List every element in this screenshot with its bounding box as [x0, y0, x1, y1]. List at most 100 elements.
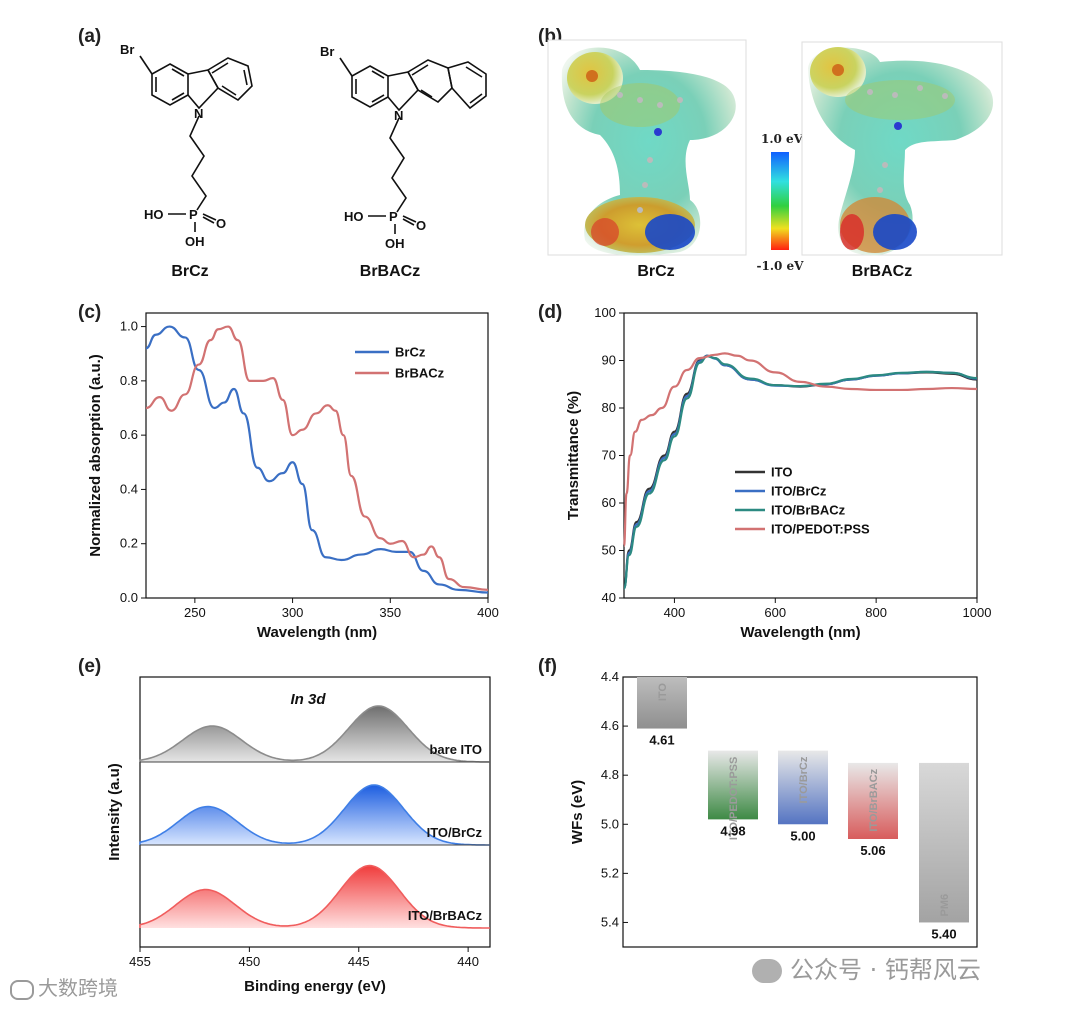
- mol-b-br: Br: [320, 44, 334, 59]
- wechat-icon: [752, 959, 782, 983]
- y-tick-label: 40: [602, 590, 616, 605]
- plot-frame: [623, 312, 978, 599]
- x-axis-label: Wavelength (nm): [740, 624, 860, 641]
- mol-a-name: BrCz: [171, 263, 208, 280]
- x-tick-label: 600: [764, 605, 786, 620]
- watermark-left-text: 大数跨境: [38, 976, 118, 1000]
- x-tick-label: 440: [457, 954, 479, 969]
- esp-caption-brbacz: BrBACz: [852, 263, 912, 280]
- x-tick-label: 1000: [963, 605, 992, 620]
- wf-bar-ito-pedot-pss: [708, 750, 758, 820]
- series-line-brbacz: [145, 325, 489, 591]
- chart-annotation: In 3d: [290, 691, 326, 708]
- mol-a-oh: OH: [185, 234, 205, 249]
- y-tick-label: 5.2: [601, 865, 619, 880]
- y-tick-label: 50: [602, 543, 616, 558]
- mol-b-p: P: [389, 209, 398, 224]
- y-tick-label: 0.8: [120, 373, 138, 388]
- legend-label: BrCz: [395, 345, 426, 360]
- mol-b-o: O: [416, 218, 426, 233]
- wf-bar-category-label: ITO/BrBACz: [868, 768, 880, 831]
- esp-colorbar: [771, 152, 789, 250]
- panel-label-e: (e): [78, 656, 101, 677]
- spectrum-line-bare-ito: [139, 705, 491, 763]
- series-line-ito: [622, 354, 978, 590]
- panel-label-c: (c): [78, 302, 101, 323]
- plot-frame: [139, 676, 491, 948]
- x-tick-label: 400: [477, 605, 499, 620]
- colorbar-min-label: -1.0 eV: [757, 259, 805, 273]
- mol-a-p: P: [189, 207, 198, 222]
- y-tick-label: 70: [602, 448, 616, 463]
- mol-b-n: N: [394, 108, 403, 123]
- plot-frame: [622, 676, 978, 948]
- wf-bar-pm6: [919, 762, 969, 923]
- esp-map-brcz: [547, 39, 747, 256]
- colorbar-max-label: 1.0 eV: [761, 132, 804, 146]
- mol-b-name: BrBACz: [360, 263, 420, 280]
- molecule-brcz: [139, 55, 253, 232]
- trace-label: ITO/BrCz: [427, 825, 483, 840]
- y-tick-label: 5.0: [601, 816, 619, 831]
- x-tick-label: 250: [184, 605, 206, 620]
- x-tick-label: 300: [282, 605, 304, 620]
- wf-value-label: 4.98: [720, 823, 745, 838]
- panel-label-a: (a): [78, 26, 101, 47]
- esp-caption-brcz: BrCz: [637, 263, 674, 280]
- spectrum-line-ito-brbacz: [139, 864, 490, 929]
- chart-d: 400 600 800 1000 40 50 60 70 80 90 100 Wavelength (…: [565, 305, 991, 641]
- series-line-ito-pedot-pss: [622, 352, 978, 547]
- legend-label: ITO: [771, 465, 792, 480]
- legend-label: ITO/BrBACz: [771, 503, 846, 518]
- watermark-left-icon: [10, 979, 34, 1000]
- chart-f: 4.4 4.6 4.8 5.0 5.2 5.4 WFs (eV) ITO 4.61 ITO/PED…: [569, 669, 978, 948]
- wf-value-label: 5.40: [931, 926, 956, 941]
- y-tick-label: 0.4: [120, 481, 138, 496]
- y-tick-label: 80: [602, 400, 616, 415]
- series-line-ito-brcz: [622, 354, 978, 590]
- mol-b-oh: OH: [385, 236, 405, 251]
- y-tick-label: 90: [602, 353, 616, 368]
- wf-value-label: 4.61: [649, 733, 674, 748]
- x-axis-label: Wavelength (nm): [257, 624, 377, 641]
- watermark-right: 公众号 · 钙帮风云: [752, 950, 981, 985]
- wf-bar-category-label: ITO/BrCz: [798, 756, 810, 803]
- x-tick-label: 400: [664, 605, 686, 620]
- trace-label: bare ITO: [429, 742, 482, 757]
- series-line-ito-brbacz: [622, 355, 978, 590]
- wf-bar-ito: [637, 677, 687, 729]
- molecule-brbacz: [339, 57, 487, 234]
- y-tick-label: 5.4: [601, 914, 619, 929]
- y-axis-label: Transmittance (%): [565, 391, 582, 520]
- spectrum-line-ito-brcz: [139, 784, 490, 846]
- panel-label-f: (f): [538, 656, 557, 677]
- mol-a-n: N: [194, 106, 203, 121]
- y-tick-label: 0.2: [120, 536, 138, 551]
- watermark-right-text: 公众号 · 钙帮风云: [790, 956, 981, 984]
- plot-frame: [145, 312, 489, 599]
- spectrum-fill-1: [140, 785, 490, 845]
- x-axis-label: Binding energy (eV): [244, 978, 386, 995]
- y-axis-label: WFs (eV): [569, 780, 586, 844]
- x-tick-label: 800: [865, 605, 887, 620]
- x-tick-label: 450: [239, 954, 261, 969]
- y-tick-label: 4.8: [601, 767, 619, 782]
- y-axis-label: Normalized absorption (a.u.): [87, 354, 104, 557]
- x-tick-label: 455: [129, 954, 151, 969]
- esp-map-brbacz: [801, 41, 1003, 256]
- mol-a-o: O: [216, 216, 226, 231]
- watermark-left: 大数跨境: [10, 972, 118, 1001]
- wf-bar-ito-brbacz: [848, 762, 898, 839]
- y-tick-label: 0.6: [120, 427, 138, 442]
- wf-bar-category-label: PM6: [939, 894, 951, 917]
- wf-bar-ito-brcz: [778, 750, 828, 825]
- mol-a-ho: HO: [144, 207, 164, 222]
- x-tick-label: 445: [348, 954, 370, 969]
- y-tick-label: 0.0: [120, 590, 138, 605]
- chart-e: 455 450 445 440 Binding energy (eV) Intensity…: [106, 676, 491, 995]
- legend-label: BrBACz: [395, 366, 445, 381]
- chart-c: 250 300 350 400 0.0 0.2 0.4 0.6 0.8 1.0 Wavelength…: [87, 312, 499, 641]
- trace-label: ITO/BrBACz: [408, 908, 483, 923]
- y-tick-label: 4.6: [601, 718, 619, 733]
